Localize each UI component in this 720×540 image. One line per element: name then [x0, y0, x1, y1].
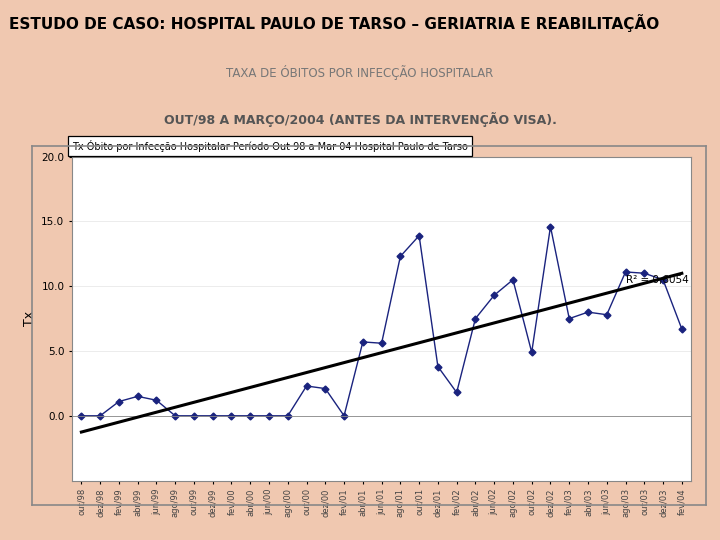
Text: ESTUDO DE CASO: HOSPITAL PAULO DE TARSO – GERIATRIA E REABILITAÇÃO: ESTUDO DE CASO: HOSPITAL PAULO DE TARSO …: [9, 14, 659, 32]
Y-axis label: Tx: Tx: [23, 311, 36, 326]
Text: OUT/98 A MARÇO/2004 (ANTES DA INTERVENÇÃO VISA).: OUT/98 A MARÇO/2004 (ANTES DA INTERVENÇÃ…: [163, 112, 557, 127]
Text: TAXA DE ÓBITOS POR INFECÇÃO HOSPITALAR: TAXA DE ÓBITOS POR INFECÇÃO HOSPITALAR: [226, 65, 494, 80]
Text: Tx Óbito por Infecção Hospitalar Período Out 98 a Mar 04 Hospital Paulo de Tarso: Tx Óbito por Infecção Hospitalar Período…: [72, 140, 468, 152]
Text: R² = 0,6054: R² = 0,6054: [626, 275, 688, 285]
